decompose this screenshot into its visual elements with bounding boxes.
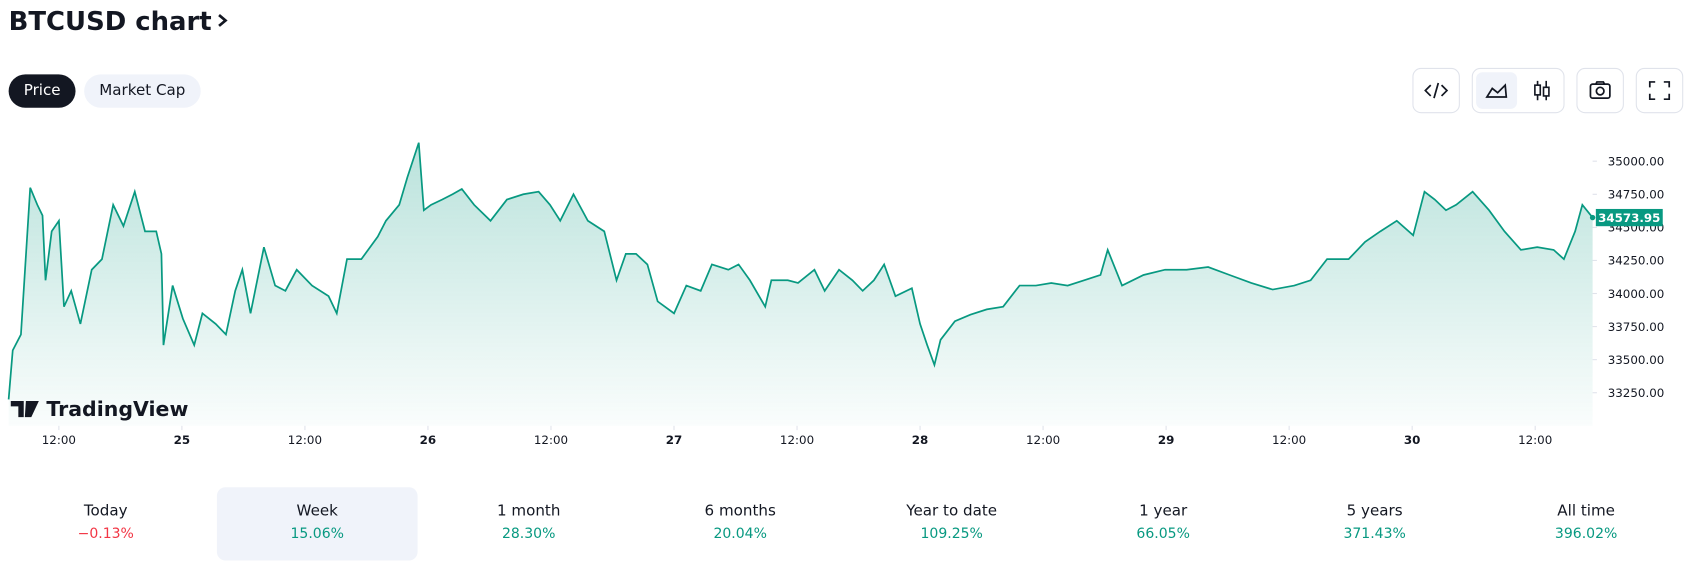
period[interactable]: Week 15.06% xyxy=(216,487,418,561)
chart-style-group xyxy=(1471,67,1565,114)
period-label: 5 years xyxy=(1346,502,1403,520)
x-tick-label: 25 xyxy=(174,433,191,447)
x-tick-label: 12:00 xyxy=(42,433,76,447)
period-label: All time xyxy=(1557,502,1615,520)
price-tag xyxy=(1595,208,1663,227)
embed-button[interactable] xyxy=(1412,67,1460,114)
price-tag-label: 34573.95 xyxy=(1598,211,1660,225)
period-label: 6 months xyxy=(704,502,776,520)
period[interactable]: Year to date 109.25% xyxy=(851,487,1052,560)
period-value: −0.13% xyxy=(77,526,134,543)
period[interactable]: 1 year 66.05% xyxy=(1063,487,1264,560)
y-tick-label: 34000.00 xyxy=(1608,287,1665,301)
period-value: 371.43% xyxy=(1343,526,1406,543)
x-tick-label: 27 xyxy=(666,433,683,447)
x-tick-label: 12:00 xyxy=(1518,433,1552,447)
period[interactable]: 5 years 371.43% xyxy=(1274,487,1475,560)
y-tick-label: 33250.00 xyxy=(1608,386,1665,400)
period-value: 28.30% xyxy=(501,526,556,543)
x-tick-label: 26 xyxy=(420,433,437,447)
period-label: 1 month xyxy=(496,502,561,520)
price-line xyxy=(7,142,1594,400)
period-label: Today xyxy=(83,502,128,520)
period[interactable]: All time 396.02% xyxy=(1486,487,1687,560)
x-tick-label: 30 xyxy=(1404,433,1421,447)
y-tick-label: 33750.00 xyxy=(1608,320,1665,334)
period-label: Week xyxy=(296,502,338,520)
watermark-text: TradingView xyxy=(46,397,188,421)
candle-style-button[interactable] xyxy=(1521,72,1562,109)
x-tick-label: 29 xyxy=(1158,433,1175,447)
period[interactable]: 6 months 20.04% xyxy=(640,487,841,560)
area-style-button[interactable] xyxy=(1476,72,1518,109)
chevron xyxy=(218,14,228,27)
last-point xyxy=(1589,214,1596,221)
y-tick-label: 34750.00 xyxy=(1608,188,1665,202)
x-tick-label: 12:00 xyxy=(1026,433,1060,447)
icon xyxy=(1424,82,1449,99)
period-value: 396.02% xyxy=(1554,526,1618,543)
period[interactable]: 1 month 28.30% xyxy=(428,487,629,560)
icon xyxy=(1648,81,1671,101)
period-value: 66.05% xyxy=(1136,526,1190,543)
x-tick-label: 12:00 xyxy=(1272,433,1306,447)
period-label: 1 year xyxy=(1139,502,1188,520)
period[interactable]: Today −0.13% xyxy=(5,487,206,560)
area-fill xyxy=(8,142,1593,426)
tab[interactable]: Price xyxy=(8,74,76,108)
x-tick-label: 28 xyxy=(912,433,929,447)
title-text[interactable]: BTCUSD chart xyxy=(8,6,212,37)
icon xyxy=(1485,83,1508,98)
period-value: 109.25% xyxy=(920,526,983,543)
y-tick-label: 35000.00 xyxy=(1608,155,1665,169)
tab[interactable]: Market Cap xyxy=(84,74,201,108)
fullscreen-button[interactable] xyxy=(1635,67,1684,114)
watermark: TradingView xyxy=(10,397,188,421)
period-value: 20.04% xyxy=(713,526,767,543)
screenshot-button[interactable] xyxy=(1576,67,1624,114)
y-tick-label: 33500.00 xyxy=(1608,353,1665,367)
period-value: 15.06% xyxy=(290,526,344,543)
title[interactable]: BTCUSD chart xyxy=(8,6,231,37)
icon xyxy=(1589,81,1611,99)
chart: 33250.00 33500.00 33750.00 34000.00 34250.00… xyxy=(7,142,1665,447)
period-label: Year to date xyxy=(906,502,998,520)
x-tick-label: 12:00 xyxy=(288,433,322,447)
y-tick-label: 34250.00 xyxy=(1608,254,1665,268)
x-tick-label: 12:00 xyxy=(780,433,814,447)
x-tick-label: 12:00 xyxy=(534,433,568,447)
